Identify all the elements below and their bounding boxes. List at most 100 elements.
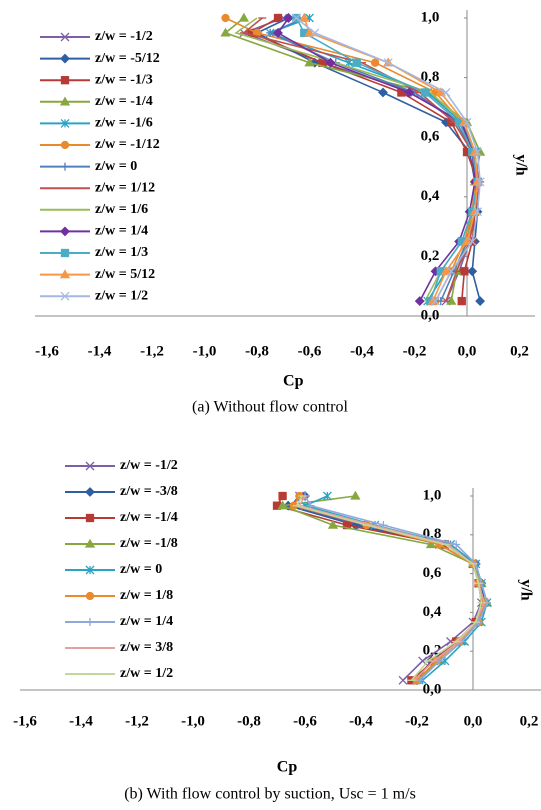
legend-label: z/w = -1/6 [95,116,153,131]
legend-label: z/w = -1/4 [120,510,178,525]
x-tick-label: -1,6 [13,713,37,729]
marker [85,591,95,601]
x-axis-title: Cp [283,373,304,390]
marker [220,27,231,37]
legend-label: z/w = 1/3 [95,245,148,260]
marker [398,675,408,685]
marker [60,76,70,85]
legend-label: z/w = -5/12 [95,51,160,66]
x-tick-label: -0,2 [403,343,427,359]
legend-label: z/w = -1/8 [120,536,178,551]
marker [85,513,95,523]
x-tick-label: -1,0 [181,713,205,729]
marker [378,87,388,98]
x-tick-label: 0,2 [510,343,529,359]
marker [310,28,320,38]
marker [273,13,283,23]
x-tick-label: -1,6 [35,343,59,359]
marker [221,13,230,23]
y-tick-label: 1,0 [423,487,442,503]
legend-label: z/w = 1/8 [120,588,173,603]
x-tick-label: -1,0 [193,343,217,359]
y-tick-label: 0,6 [421,129,440,145]
x-tick-label: 0,2 [520,713,539,729]
caption: (b) With flow control by suction, Usc = … [124,786,416,803]
x-axis-title: Cp [277,759,298,776]
series-line [282,495,488,681]
legend-label: z/w = 1/2 [95,288,148,303]
x-tick-label: -0,6 [298,343,322,359]
marker [461,236,473,246]
marker [266,28,275,37]
marker [273,27,283,38]
marker [61,162,69,171]
legend-label: z/w = 0 [95,159,137,174]
x-tick-label: 0,0 [464,713,483,729]
marker [352,58,361,67]
x-tick-label: -1,4 [88,343,112,359]
marker [60,248,70,258]
marker [420,88,430,97]
marker [473,207,482,217]
x-tick-label: -1,2 [125,713,149,729]
legend-label: z/w = -1/3 [95,72,153,87]
marker [59,96,71,106]
marker [85,487,95,497]
marker [435,87,446,97]
marker [304,57,315,67]
marker [291,13,301,23]
legend-label: z/w = 0 [120,562,162,577]
marker [60,118,70,128]
x-tick-label: -0,4 [350,343,374,359]
y-tick-label: 0,4 [421,188,440,204]
marker [441,88,451,97]
marker [59,269,71,279]
marker [425,539,437,549]
marker [440,265,452,275]
x-tick-label: -0,6 [293,713,317,729]
marker [467,266,478,277]
marker [60,291,70,301]
marker [60,32,70,42]
marker [85,565,95,575]
marker [304,27,315,37]
marker [60,226,70,237]
marker [325,57,336,68]
legend-label: z/w = 5/12 [95,267,155,282]
y-tick-label: 1,0 [421,9,440,25]
legend-label: z/w = 1/12 [95,180,155,195]
marker [278,491,287,501]
marker [85,461,95,471]
legend-label: z/w = 1/2 [120,666,173,681]
y-axis-title: y/h [512,154,529,175]
series-line [286,495,486,681]
marker [462,117,472,127]
marker [84,538,96,548]
marker [460,267,469,276]
marker [283,13,294,23]
marker [475,177,485,187]
marker [86,618,94,626]
marker [327,519,339,529]
legend-label: z/w = -1/12 [95,137,160,152]
marker [383,58,393,68]
marker [370,58,380,67]
legend-label: z/w = 1/6 [95,202,148,217]
marker [431,296,440,306]
y-tick-label: 0,0 [423,681,442,697]
x-tick-label: 0,0 [458,343,477,359]
marker [299,12,310,22]
marker [350,490,361,500]
marker [60,53,70,64]
legend-label: z/w = 3/8 [120,640,173,655]
series-line [292,495,486,681]
marker [277,500,288,510]
y-axis-title: y/h [517,579,534,600]
x-tick-label: -0,4 [349,713,373,729]
marker [404,87,415,98]
y-tick-label: 0,4 [423,604,442,620]
marker [322,491,332,501]
x-tick-label: -0,8 [245,343,269,359]
marker [473,147,482,157]
